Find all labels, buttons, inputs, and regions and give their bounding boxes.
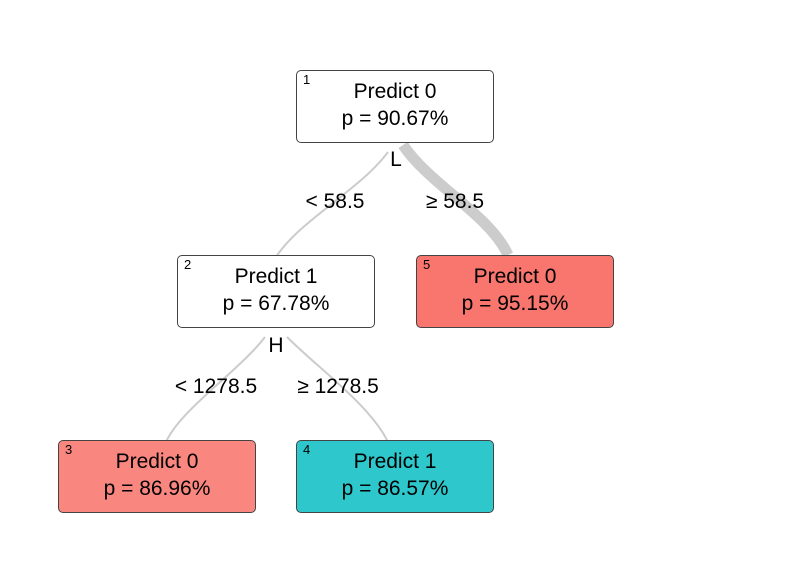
split-left-condition: < 1278.5 <box>174 375 258 398</box>
split-right-condition: ≥ 1278.5 <box>297 375 379 398</box>
edge-1-to-2 <box>275 151 389 258</box>
node-prediction: Predict 0 <box>353 80 437 103</box>
tree-node-5: 5 Predict 0 p = 95.15% <box>416 255 614 328</box>
node-prediction: Predict 0 <box>115 450 199 473</box>
edge-2-to-3 <box>165 336 266 443</box>
split-left-condition: < 58.5 <box>305 190 365 213</box>
split-right-condition: ≥ 58.5 <box>425 190 485 213</box>
tree-node-3: 3 Predict 0 p = 86.96% <box>58 440 256 513</box>
node-id: 4 <box>303 442 311 457</box>
tree-node-2: 2 Predict 1 p = 67.78% <box>177 255 375 328</box>
edge-2-to-4 <box>286 336 389 443</box>
node-probability: p = 86.57% <box>341 477 449 500</box>
node-probability: p = 90.67% <box>341 107 449 130</box>
tree-node-1: 1 Predict 0 p = 90.67% <box>296 70 494 143</box>
node-probability: p = 86.96% <box>103 477 211 500</box>
node-prediction: Predict 1 <box>353 450 437 473</box>
split-variable-label: L <box>390 148 402 171</box>
node-id: 2 <box>184 257 192 272</box>
node-probability: p = 95.15% <box>461 292 569 315</box>
node-prediction: Predict 1 <box>234 265 318 288</box>
node-prediction: Predict 0 <box>473 265 557 288</box>
node-id: 3 <box>65 442 73 457</box>
split-variable-label: H <box>268 334 284 357</box>
node-id: 5 <box>423 257 431 272</box>
node-id: 1 <box>303 72 311 87</box>
edge-1-to-5 <box>398 141 514 258</box>
tree-node-4: 4 Predict 1 p = 86.57% <box>296 440 494 513</box>
node-probability: p = 67.78% <box>222 292 330 315</box>
